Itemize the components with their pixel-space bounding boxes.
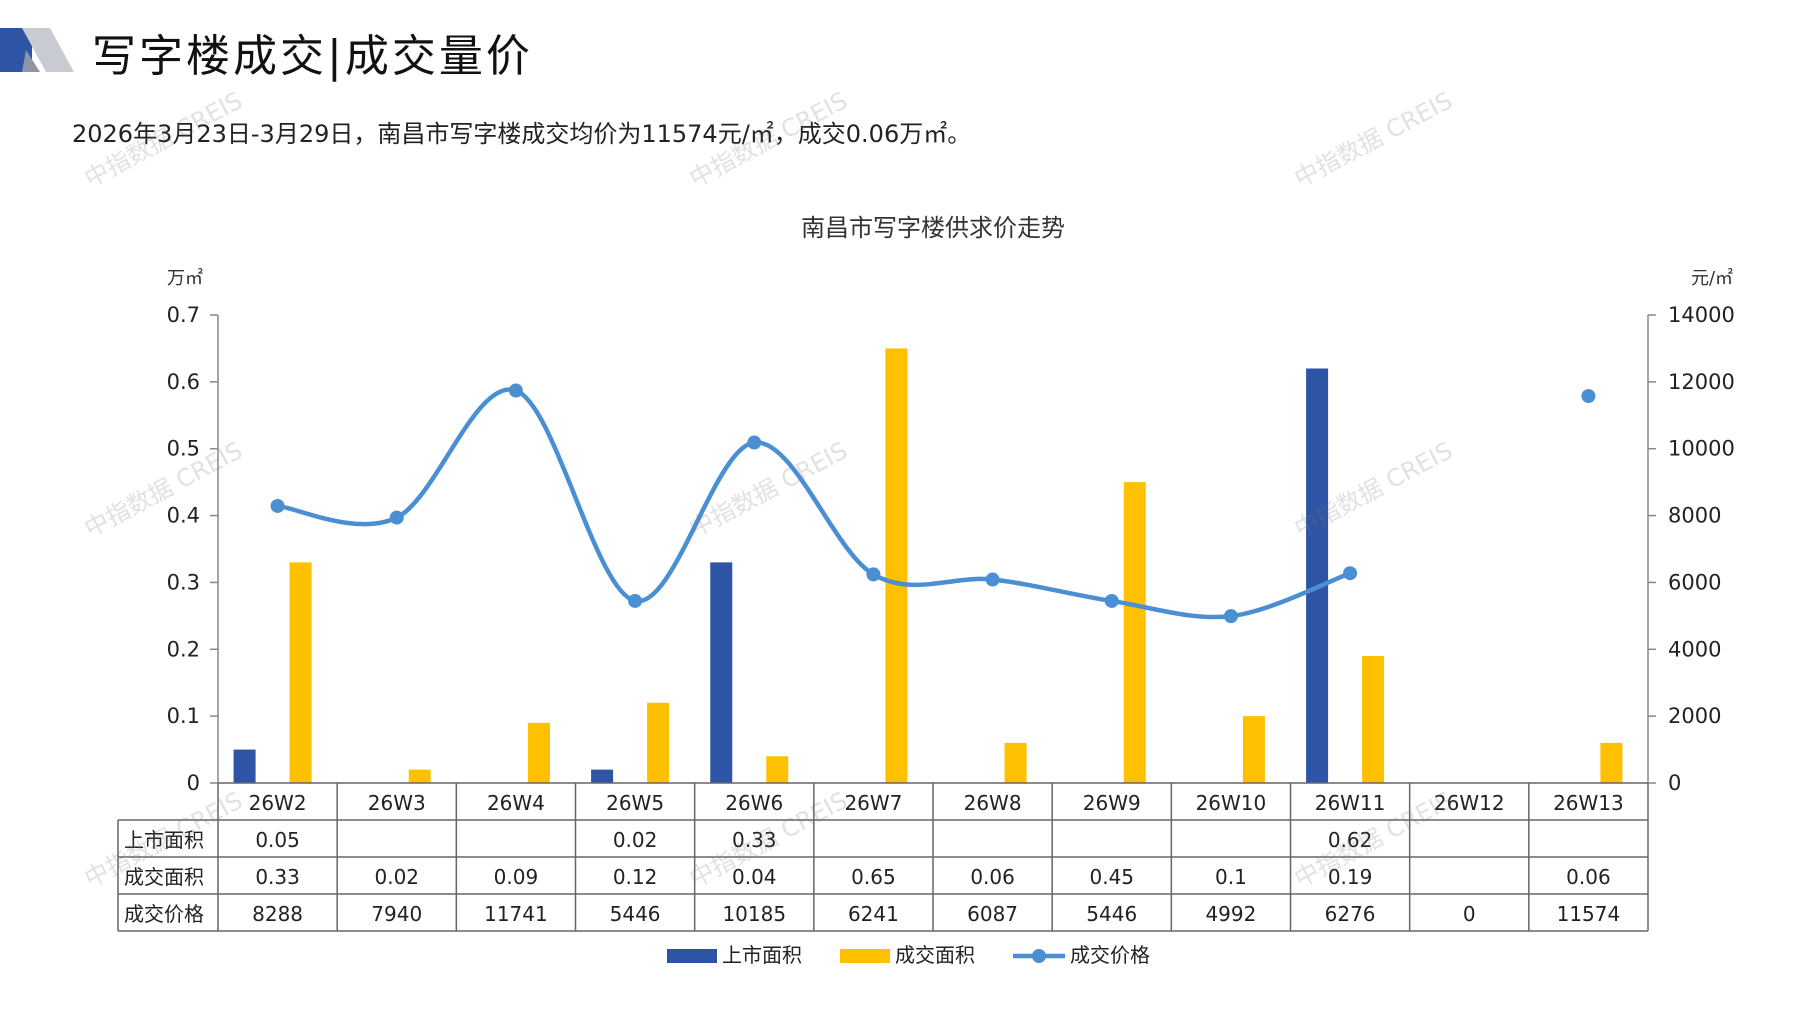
left-axis-tick-label: 0.3 xyxy=(167,570,200,594)
table-cell: 0.33 xyxy=(255,865,300,889)
table-cell: 0.02 xyxy=(613,828,658,852)
left-axis-tick-label: 0.7 xyxy=(167,303,200,327)
price-point xyxy=(1581,389,1596,404)
bar-transaction-area xyxy=(1242,716,1265,783)
table-header-cell: 26W8 xyxy=(964,791,1022,815)
header-logo-mark xyxy=(0,28,74,72)
table-cell: 8288 xyxy=(252,902,303,926)
bar-supply-area xyxy=(710,562,733,783)
bar-transaction-area xyxy=(408,769,431,783)
table-cell: 0.33 xyxy=(732,828,777,852)
table-header-cell: 26W12 xyxy=(1434,791,1505,815)
left-axis-tick-label: 0 xyxy=(187,771,200,795)
table-row-label: 成交价格 xyxy=(124,902,204,926)
right-axis-tick-label: 6000 xyxy=(1668,570,1721,594)
table-cell: 0.06 xyxy=(970,865,1015,889)
left-axis-tick-label: 0.5 xyxy=(167,437,200,461)
right-axis-tick-label: 10000 xyxy=(1668,437,1735,461)
legend-label-price: 成交价格 xyxy=(1070,943,1150,967)
table-cell: 0.12 xyxy=(613,865,658,889)
table-cell: 0.19 xyxy=(1328,865,1373,889)
table-cell: 11574 xyxy=(1557,902,1621,926)
left-axis-tick-label: 0.2 xyxy=(167,637,200,661)
price-line xyxy=(277,387,1351,620)
table-cell: 0.1 xyxy=(1215,865,1247,889)
right-axis-tick-label: 4000 xyxy=(1668,637,1721,661)
legend-swatch-price-point xyxy=(1032,949,1046,963)
table-cell: 5446 xyxy=(610,902,661,926)
left-axis-unit: 万㎡ xyxy=(167,267,203,289)
bar-transaction-area xyxy=(766,756,789,783)
bar-transaction-area xyxy=(1123,482,1146,783)
bar-supply-area xyxy=(591,769,614,783)
price-point xyxy=(508,383,523,398)
bar-transaction-area xyxy=(527,722,550,783)
legend-label-supply: 上市面积 xyxy=(722,943,802,967)
table-header-cell: 26W3 xyxy=(368,791,426,815)
right-axis-tick-label: 14000 xyxy=(1668,303,1735,327)
table-row-label: 上市面积 xyxy=(124,828,204,852)
table-header-cell: 26W11 xyxy=(1315,791,1386,815)
bar-supply-area xyxy=(233,749,256,783)
table-cell: 0.04 xyxy=(732,865,777,889)
summary-text: 2026年3月23日-3月29日，南昌市写字楼成交均价为11574元/㎡，成交0… xyxy=(72,120,972,148)
right-axis-tick-label: 8000 xyxy=(1668,504,1721,528)
right-axis-unit: 元/㎡ xyxy=(1691,267,1733,289)
bar-transaction-area xyxy=(1362,655,1385,783)
right-axis-tick-label: 2000 xyxy=(1668,704,1721,728)
table-cell: 11741 xyxy=(484,902,548,926)
table-cell: 0.02 xyxy=(374,865,419,889)
table-cell: 0.62 xyxy=(1328,828,1373,852)
price-point xyxy=(628,593,643,608)
table-header-cell: 26W6 xyxy=(725,791,783,815)
table-cell: 0.09 xyxy=(494,865,539,889)
price-point xyxy=(1343,566,1358,581)
bar-transaction-area xyxy=(885,348,908,783)
table-header-cell: 26W10 xyxy=(1196,791,1267,815)
price-point xyxy=(866,567,881,582)
right-axis-tick-label: 12000 xyxy=(1668,370,1735,394)
table-cell: 0 xyxy=(1463,902,1476,926)
price-point xyxy=(747,435,762,450)
table-cell: 10185 xyxy=(722,902,786,926)
price-point xyxy=(1104,593,1119,608)
table-cell: 0.06 xyxy=(1566,865,1611,889)
table-cell: 0.65 xyxy=(851,865,896,889)
legend-swatch-supply xyxy=(667,949,717,963)
legend-label-transaction: 成交面积 xyxy=(895,943,975,967)
table-cell: 0.05 xyxy=(255,828,300,852)
table-header-cell: 26W13 xyxy=(1553,791,1624,815)
right-axis-tick-label: 0 xyxy=(1668,771,1681,795)
page-title: 写字楼成交|成交量价 xyxy=(92,31,533,82)
legend-swatch-transaction xyxy=(840,949,890,963)
chart-title: 南昌市写字楼供求价走势 xyxy=(801,214,1065,242)
left-axis-tick-label: 0.4 xyxy=(167,504,200,528)
price-point xyxy=(270,498,285,513)
table-cell: 4992 xyxy=(1205,902,1256,926)
table-cell: 6276 xyxy=(1325,902,1376,926)
bar-transaction-area xyxy=(1600,742,1623,783)
left-axis-tick-label: 0.1 xyxy=(167,704,200,728)
price-point xyxy=(985,572,1000,587)
bar-transaction-area xyxy=(647,702,670,783)
price-point xyxy=(389,510,404,525)
left-axis-tick-label: 0.6 xyxy=(167,370,200,394)
table-cell: 6087 xyxy=(967,902,1018,926)
bar-supply-area xyxy=(1306,368,1329,783)
table-cell: 5446 xyxy=(1086,902,1137,926)
table-header-cell: 26W7 xyxy=(844,791,902,815)
table-row-label: 成交面积 xyxy=(124,865,204,889)
bar-transaction-area xyxy=(1004,742,1027,783)
bar-transaction-area xyxy=(289,562,312,783)
table-header-cell: 26W9 xyxy=(1083,791,1141,815)
table-header-cell: 26W2 xyxy=(249,791,307,815)
table-header-cell: 26W5 xyxy=(606,791,664,815)
table-cell: 6241 xyxy=(848,902,899,926)
table-header-cell: 26W4 xyxy=(487,791,545,815)
table-cell: 7940 xyxy=(371,902,422,926)
price-point xyxy=(1223,609,1238,624)
table-cell: 0.45 xyxy=(1089,865,1134,889)
